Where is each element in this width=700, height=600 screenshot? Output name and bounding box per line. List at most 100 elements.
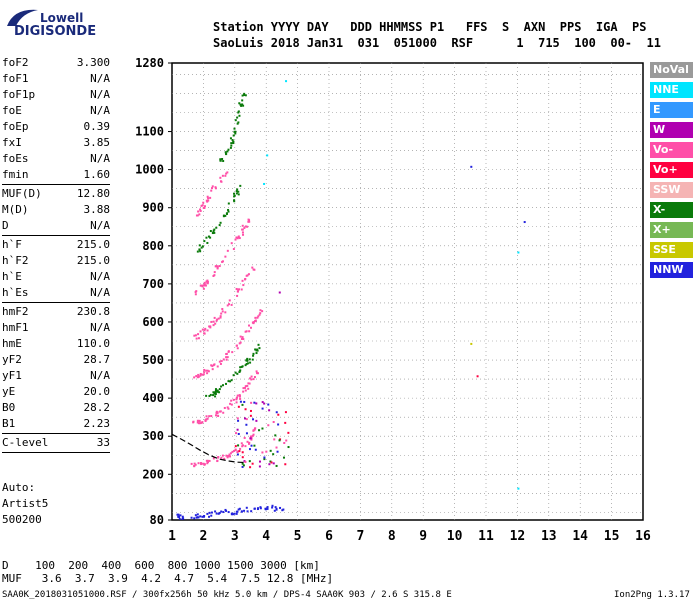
echo-point: [197, 462, 200, 465]
echo-point: [215, 410, 218, 413]
echo-point: [214, 322, 217, 325]
param-value: 12.80: [76, 187, 110, 200]
echo-point: [199, 374, 202, 377]
echo-point: [249, 409, 252, 412]
echo-point: [221, 454, 224, 457]
echo-point: [238, 237, 241, 240]
echo-point: [201, 245, 204, 248]
echo-point: [198, 213, 201, 216]
echo-point: [253, 507, 256, 510]
echo-point: [218, 360, 221, 363]
echo-point: [203, 240, 206, 243]
echo-point: [264, 507, 267, 510]
echo-point: [215, 411, 218, 414]
echo-point: [256, 349, 259, 352]
echo-point: [244, 94, 247, 97]
echo-point: [246, 225, 249, 228]
echo-point: [258, 313, 261, 316]
param-value: 28.2: [83, 401, 111, 414]
echo-point: [245, 432, 248, 435]
echo-point: [235, 401, 238, 404]
echo-point: [248, 382, 251, 385]
echo-point: [213, 228, 216, 231]
echo-point: [267, 403, 270, 406]
echo-point: [227, 350, 230, 353]
echo-point: [247, 273, 250, 276]
x-tick-label: 12: [510, 529, 526, 544]
param-name: yE: [2, 385, 16, 398]
echo-point: [195, 337, 198, 340]
echo-point: [252, 322, 255, 325]
echo-point: [229, 380, 232, 383]
echo-point: [196, 250, 199, 253]
echo-point: [254, 427, 257, 430]
echo-point: [200, 462, 203, 465]
echo-point: [238, 394, 241, 397]
echo-point: [269, 449, 272, 452]
echo-point: [197, 210, 200, 213]
echo-point: [229, 455, 232, 458]
echo-point: [256, 316, 259, 319]
echo-point: [207, 370, 210, 373]
echo-point: [268, 409, 271, 412]
echo-point: [190, 516, 193, 519]
echo-point: [193, 334, 196, 337]
echo-point: [253, 401, 256, 404]
echo-point: [249, 326, 252, 329]
param-row: fxI 3.85: [2, 135, 110, 151]
echo-point: [282, 508, 285, 511]
echo-point: [266, 507, 269, 510]
echo-point: [252, 352, 255, 355]
echo-point: [258, 465, 261, 468]
y-tick-label: 600: [142, 315, 164, 329]
echo-point: [218, 265, 221, 268]
echo-point: [214, 187, 217, 190]
echo-point: [222, 160, 225, 163]
logo-lowell-text: Lowell: [40, 11, 84, 25]
echo-point: [284, 463, 287, 466]
echo-point: [234, 238, 237, 241]
echo-point: [240, 104, 243, 107]
echo-point: [219, 315, 222, 318]
echo-point: [214, 414, 217, 417]
echo-point: [259, 506, 262, 509]
echo-point: [199, 422, 202, 425]
echo-point: [207, 197, 210, 200]
echo-point: [235, 287, 238, 290]
param-value: N/A: [90, 72, 110, 85]
param-value: N/A: [90, 88, 110, 101]
param-value: 20.0: [83, 385, 111, 398]
echo-point: [197, 373, 200, 376]
x-tick-label: 16: [635, 529, 651, 544]
echo-point: [203, 515, 206, 518]
echo-point: [203, 371, 206, 374]
echo-point: [244, 330, 247, 333]
echo-point: [225, 358, 228, 361]
autoscale-label: Auto:: [2, 481, 36, 494]
y-tick-label: 700: [142, 277, 164, 291]
echo-point: [206, 462, 209, 465]
echo-point: [205, 415, 208, 418]
echo-point: [216, 265, 219, 268]
echo-point: [202, 284, 205, 287]
legend-item: SSE: [650, 242, 693, 258]
param-row: hmF1 N/A: [2, 320, 110, 336]
echo-point: [206, 459, 209, 462]
parameter-panel: foF2 3.300 foF1 N/A foF1p N/A foE N/A foEp 0.39 fx…: [2, 55, 110, 454]
echo-point: [224, 382, 227, 385]
echo-point: [230, 513, 233, 516]
echo-point: [250, 378, 253, 381]
x-tick-label: 8: [388, 529, 396, 544]
echo-point: [201, 515, 204, 518]
echo-point: [197, 333, 200, 336]
legend-item: W: [650, 122, 693, 138]
echo-point: [244, 445, 247, 448]
echo-point: [198, 422, 201, 425]
echo-point: [181, 515, 184, 518]
param-value: 3.300: [76, 56, 110, 69]
echo-point: [238, 288, 241, 291]
param-row: B1 2.23: [2, 416, 110, 432]
param-value: 215.0: [76, 254, 110, 267]
param-row: D N/A: [2, 218, 110, 234]
echo-point: [194, 334, 197, 337]
